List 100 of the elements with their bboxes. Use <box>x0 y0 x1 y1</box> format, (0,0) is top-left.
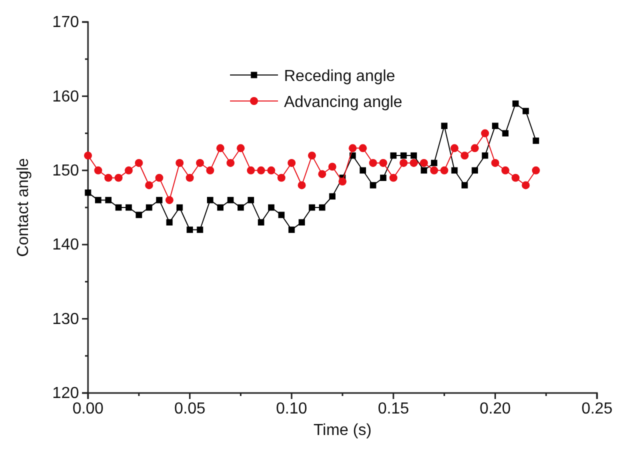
point <box>512 100 519 107</box>
point <box>532 166 540 174</box>
point <box>318 170 326 178</box>
point <box>502 130 509 136</box>
point <box>105 196 112 204</box>
point <box>227 196 234 204</box>
point <box>338 178 346 186</box>
point <box>115 204 122 211</box>
point <box>207 196 214 204</box>
point <box>288 159 296 167</box>
point <box>216 144 224 152</box>
legend-label: Advancing angle <box>284 94 402 111</box>
point <box>318 204 326 211</box>
point <box>246 166 255 174</box>
x-tick-label: 0.10 <box>276 400 308 418</box>
point <box>369 159 378 167</box>
point <box>522 108 529 114</box>
point <box>288 226 295 233</box>
x-tick-label: 0.00 <box>72 400 104 418</box>
point <box>358 144 367 152</box>
point <box>165 196 174 204</box>
point <box>389 174 398 182</box>
y-tick-label: 140 <box>52 236 80 254</box>
point <box>257 166 266 174</box>
point <box>206 166 214 174</box>
point <box>258 219 264 226</box>
point <box>379 159 388 167</box>
point <box>236 144 245 152</box>
point <box>501 166 510 174</box>
point <box>400 159 408 167</box>
point <box>430 166 438 174</box>
point <box>460 152 469 160</box>
y-tick-label: 150 <box>52 162 80 180</box>
point <box>298 181 306 190</box>
point <box>196 159 204 167</box>
point <box>420 167 428 174</box>
point <box>380 174 386 181</box>
y-axis-title: Contact angle <box>15 158 32 257</box>
point <box>166 219 173 226</box>
point <box>481 129 490 138</box>
point <box>267 166 276 174</box>
point <box>462 182 468 188</box>
point <box>176 159 184 167</box>
point <box>238 204 244 211</box>
point <box>360 167 366 174</box>
point <box>186 226 193 233</box>
x-tick-label: 0.20 <box>480 400 511 418</box>
y-tick-label: 130 <box>52 310 80 328</box>
x-axis-title: Time (s) <box>313 422 372 439</box>
point <box>114 174 123 182</box>
point <box>308 204 316 211</box>
point <box>328 162 336 171</box>
point <box>482 152 488 159</box>
point <box>124 166 133 174</box>
point <box>94 166 102 174</box>
point <box>470 144 479 152</box>
point <box>329 193 336 200</box>
point <box>104 174 112 182</box>
y-tick-label: 160 <box>52 88 80 106</box>
point <box>277 174 286 182</box>
point <box>95 196 102 204</box>
point <box>308 152 316 160</box>
point <box>512 174 520 182</box>
point <box>441 122 448 130</box>
point <box>410 152 417 159</box>
point <box>145 181 154 190</box>
point <box>186 174 194 182</box>
point <box>348 144 357 152</box>
point <box>176 204 183 211</box>
point <box>278 212 285 218</box>
point <box>134 159 143 167</box>
point <box>532 138 540 144</box>
point <box>420 159 428 167</box>
point <box>522 181 530 190</box>
legend-label: Receding angle <box>284 68 396 85</box>
point <box>268 204 274 211</box>
point <box>298 219 305 226</box>
x-tick-label: 0.25 <box>581 400 613 418</box>
point <box>400 152 407 159</box>
point <box>156 196 162 204</box>
point <box>370 182 376 188</box>
y-tick-label: 170 <box>52 14 80 32</box>
point <box>410 159 418 167</box>
point <box>196 226 204 233</box>
point <box>84 190 92 196</box>
point <box>440 166 448 174</box>
point <box>390 152 397 159</box>
point <box>155 174 164 182</box>
point <box>491 159 500 167</box>
point <box>136 212 142 218</box>
point <box>126 204 132 211</box>
point <box>248 196 254 204</box>
y-tick-label: 120 <box>52 385 80 402</box>
point <box>146 204 152 211</box>
point <box>451 167 458 174</box>
point <box>450 144 458 152</box>
point <box>492 122 498 130</box>
x-tick-label: 0.05 <box>174 400 206 418</box>
point <box>472 167 478 174</box>
point <box>217 204 224 211</box>
